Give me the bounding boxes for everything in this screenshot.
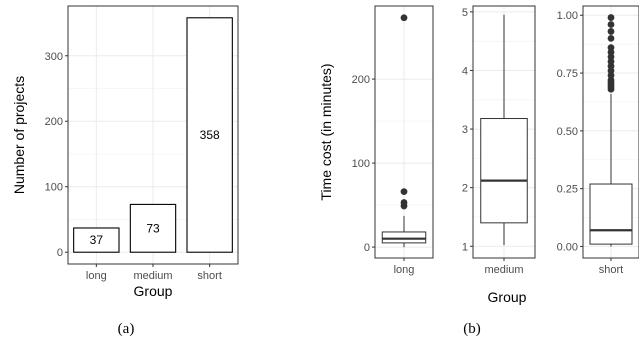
outlier-point (400, 14, 408, 22)
x-tick-label: medium (133, 270, 172, 282)
bar-medium (129, 203, 177, 253)
bar-long (73, 227, 120, 253)
y-tick-label: 0.75 (557, 68, 578, 80)
y-tick-label: 300 (45, 51, 63, 63)
y-tick-label: 1 (462, 241, 468, 253)
caption-a: (a) (118, 321, 135, 337)
bar-value-label: 358 (200, 128, 220, 142)
y-tick-label: 100 (45, 182, 63, 194)
caption-b: (b) (463, 321, 481, 337)
facet-long: 0 100 200 long (352, 5, 434, 276)
y-tick-label: 200 (352, 74, 370, 86)
y-tick-label: 0 (364, 242, 370, 254)
box (381, 231, 427, 244)
outlier-point (607, 44, 615, 52)
bar-value-label: 73 (146, 221, 160, 235)
x-axis-title: Group (488, 289, 527, 305)
bar-chart-a: 37 73 358 0 100 200 300 long medium short Group Num… (11, 5, 239, 337)
y-tick-label: 3 (462, 124, 468, 136)
y-tick-label: 0 (57, 247, 63, 259)
x-tick-label: short (197, 270, 221, 282)
x-axis-title: Group (134, 283, 173, 299)
box (480, 118, 528, 224)
y-tick-label: 1.00 (557, 10, 578, 22)
y-tick-label: 0.50 (557, 126, 578, 138)
outlier-point (400, 199, 408, 206)
x-tick-label: medium (484, 264, 523, 276)
outlier-point (400, 188, 408, 196)
facet-short: 0.00 0.25 0.50 0.75 1.00 short (557, 5, 639, 276)
outlier-point (607, 28, 615, 35)
y-tick-label: 4 (462, 65, 468, 77)
y-tick-label: 200 (45, 116, 63, 128)
outlier-point (607, 21, 615, 28)
x-tick-label: long (394, 264, 415, 276)
outlier-point (607, 14, 615, 21)
outlier-point (607, 34, 615, 42)
y-tick-label: 0.25 (557, 184, 578, 196)
box (589, 183, 633, 245)
x-tick-label: long (86, 270, 107, 282)
y-tick-label: 0.00 (557, 241, 578, 253)
bar-value-label: 37 (90, 233, 104, 247)
y-tick-label: 100 (352, 158, 370, 170)
y-axis-title: Number of projects (11, 76, 27, 194)
y-tick-label: 5 (462, 7, 468, 19)
bar-short (186, 17, 233, 253)
x-tick-label: short (599, 264, 623, 276)
facet-medium: 1 2 3 4 5 medium (462, 5, 536, 276)
y-axis-title: Time cost (in minutes) (318, 63, 334, 200)
box-chart-b: 0 100 200 long 1 2 3 4 5 medium 0.00 0.25 0.50 0.75 1.… (318, 5, 639, 337)
y-tick-label: 2 (462, 183, 468, 195)
